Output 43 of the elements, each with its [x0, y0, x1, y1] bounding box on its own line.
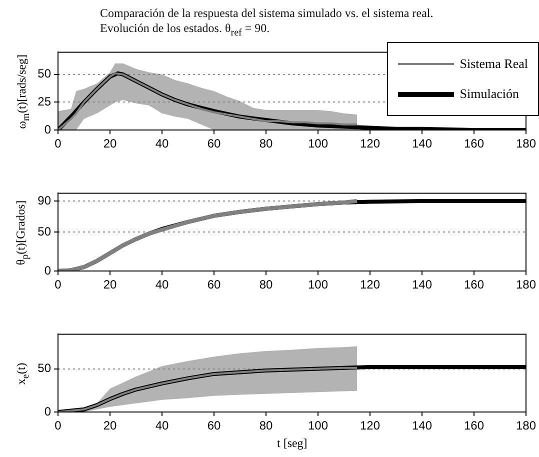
x-axis-title: t [seg]: [276, 436, 308, 451]
x-tick-label: 60: [207, 278, 221, 292]
y-tick-label: 90: [38, 193, 52, 208]
y-tick-label: 0: [44, 404, 52, 418]
x-tick-label: 0: [54, 278, 62, 292]
x-tick-label: 0: [54, 136, 62, 151]
x-tick-label: 80: [259, 136, 273, 151]
y-tick-label: 25: [38, 94, 52, 109]
chart-subtitle: Evolución de los estados. θ$_{ref}$ = 90.: [100, 21, 270, 38]
x-tick-label: 180: [516, 136, 536, 151]
x-tick-label: 100: [308, 136, 328, 151]
x-tick-label: 20: [103, 278, 117, 292]
x-tick-label: 100: [308, 418, 328, 433]
legend-label: Sistema Real: [460, 56, 528, 72]
x-tick-label: 40: [155, 418, 169, 433]
x-tick-label: 100: [308, 278, 328, 292]
x-tick-label: 120: [360, 418, 380, 433]
x-tick-label: 60: [207, 136, 221, 151]
x-tick-label: 140: [412, 136, 432, 151]
x-tick-label: 160: [464, 136, 484, 151]
x-tick-label: 80: [259, 418, 273, 433]
x-tick-label: 160: [464, 278, 484, 292]
x-tick-label: 180: [516, 278, 536, 292]
x-tick-label: 60: [207, 418, 221, 433]
y-tick-label: 0: [44, 263, 52, 278]
x-tick-label: 120: [360, 278, 380, 292]
x-tick-label: 40: [155, 278, 169, 292]
y-tick-label: 50: [38, 224, 52, 238]
x-tick-label: 160: [464, 418, 484, 433]
x-tick-label: 20: [103, 136, 117, 151]
x-tick-label: 0: [54, 418, 62, 433]
y-tick-label: 0: [44, 122, 52, 136]
x-tick-label: 140: [412, 418, 432, 433]
x-tick-label: 140: [412, 278, 432, 292]
x-tick-label: 120: [360, 136, 380, 151]
x-tick-label: 40: [155, 136, 169, 151]
x-tick-label: 180: [516, 418, 536, 433]
x-tick-label: 80: [259, 278, 273, 292]
y-tick-label: 50: [38, 361, 52, 376]
x-tick-label: 20: [103, 418, 117, 433]
chart-title: Comparación de la respuesta del sistema simulado vs. el sistema real.: [100, 6, 434, 20]
legend-label: Simulación: [460, 86, 519, 102]
y-tick-label: 50: [38, 66, 52, 81]
